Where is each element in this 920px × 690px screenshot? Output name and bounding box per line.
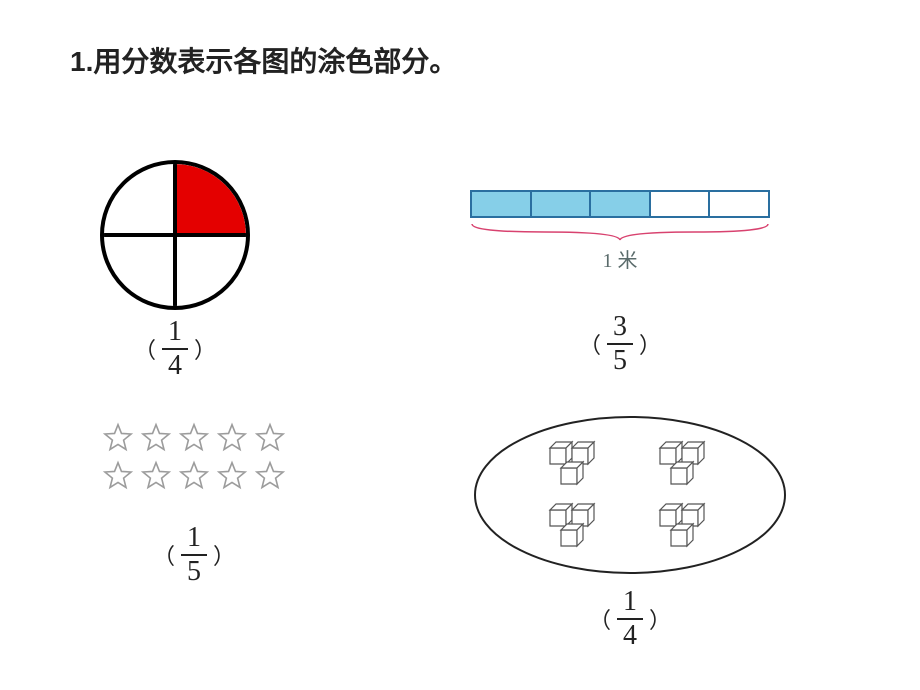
paren-open: （ — [134, 333, 156, 365]
figure-bar: 1 米 （ 3 5 ） — [470, 190, 770, 375]
paren-close: ） — [213, 539, 235, 571]
star-icon — [252, 420, 288, 456]
star-icon — [100, 420, 136, 456]
cubes-denominator: 4 — [617, 618, 643, 650]
paren-close: ） — [639, 328, 661, 360]
stars-numerator: 1 — [181, 524, 207, 554]
pie-denominator: 4 — [162, 348, 188, 380]
star-icon — [214, 458, 250, 494]
question-title: 1.用分数表示各图的涂色部分。 — [70, 40, 457, 80]
star-icon — [252, 458, 288, 494]
stars-grid — [100, 420, 288, 494]
bar-cell — [651, 192, 711, 216]
brace-icon — [470, 222, 770, 242]
paren-close: ） — [649, 603, 671, 635]
stars-fraction: 1 5 — [181, 524, 207, 586]
cubes-fraction: 1 4 — [617, 588, 643, 650]
figure-pie: （ 1 4 ） — [100, 160, 250, 380]
paren-open: （ — [153, 539, 175, 571]
star-icon — [176, 458, 212, 494]
bar-fraction: 3 5 — [607, 313, 633, 375]
stars-answer: （ 1 5 ） — [153, 524, 235, 586]
star-icon — [176, 420, 212, 456]
paren-open: （ — [579, 328, 601, 360]
bar-cell — [710, 192, 768, 216]
pie-vertical-divider — [173, 164, 177, 306]
pie-shaded-slice — [175, 164, 246, 235]
bar-denominator: 5 — [607, 343, 633, 375]
pie-circle — [100, 160, 250, 310]
bar-answer: （ 3 5 ） — [579, 313, 661, 375]
paren-close: ） — [194, 333, 216, 365]
figure-stars: （ 1 5 ） — [100, 420, 288, 586]
bar-length-label: 1 米 — [470, 244, 770, 273]
star-icon — [214, 420, 250, 456]
cubes-numerator: 1 — [617, 588, 643, 618]
star-icon — [100, 458, 136, 494]
pie-numerator: 1 — [162, 318, 188, 348]
paren-open: （ — [589, 603, 611, 635]
bar-brace — [470, 222, 770, 242]
cubes-ellipse — [475, 417, 785, 573]
cubes-svg — [470, 410, 790, 580]
bar-numerator: 3 — [607, 313, 633, 343]
bar-cells — [470, 190, 770, 218]
cubes-diagram — [470, 410, 790, 580]
figure-cubes: （ 1 4 ） — [470, 410, 790, 650]
bar-cell — [591, 192, 651, 216]
bar-segment: 1 米 — [470, 190, 770, 273]
bar-cell — [472, 192, 532, 216]
pie-answer: （ 1 4 ） — [134, 318, 216, 380]
pie-fraction: 1 4 — [162, 318, 188, 380]
cubes-answer: （ 1 4 ） — [589, 588, 671, 650]
star-icon — [138, 420, 174, 456]
bar-cell — [532, 192, 592, 216]
star-icon — [138, 458, 174, 494]
stars-denominator: 5 — [181, 554, 207, 586]
